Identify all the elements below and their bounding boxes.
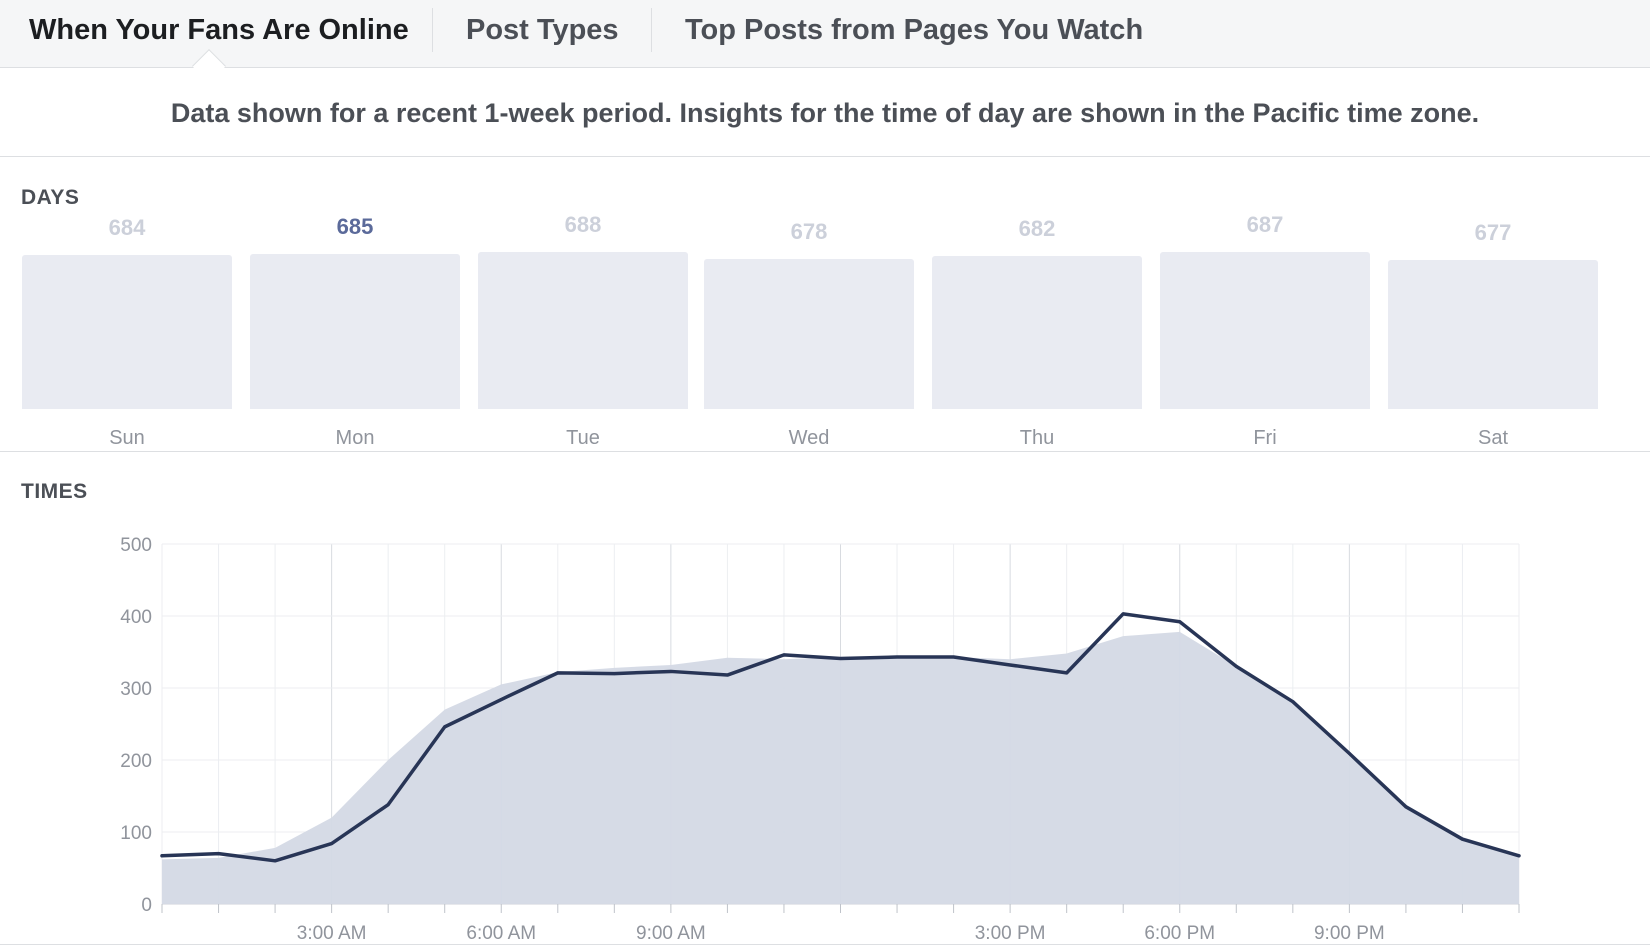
x-tick-label: 6:00 AM [466, 923, 536, 944]
line-point [499, 698, 503, 702]
day-name-label: Sat [1477, 427, 1509, 449]
line-point [1178, 620, 1182, 624]
day-value-label: 685 [336, 213, 374, 239]
line-point [1291, 700, 1295, 704]
section-divider [0, 451, 1650, 452]
line-point [273, 859, 277, 863]
day-column-tue[interactable]: 688 Tue [478, 210, 688, 450]
line-point [217, 852, 221, 856]
x-tick-label: 3:00 AM [297, 923, 367, 944]
times-line-chart: 0 100 200 300 400 500 3:00 AM 6:00 AM 9:00 AM 3:0… [120, 535, 1521, 944]
day-value-label: 688 [564, 211, 602, 237]
day-value-label: 682 [1018, 216, 1056, 241]
line-point [725, 673, 729, 677]
times-section-title: TIMES [21, 480, 88, 503]
line-point [612, 672, 616, 676]
x-tick-label: 9:00 PM [1314, 923, 1385, 944]
tab-when-fans-online[interactable]: When Your Fans Are Online [29, 14, 409, 46]
x-tick-label: 6:00 PM [1144, 923, 1215, 944]
day-column-sun[interactable]: 684 Sun [22, 210, 232, 450]
area-series [162, 631, 1519, 904]
day-column-wed[interactable]: 678 Wed [704, 210, 914, 450]
day-bar [932, 256, 1142, 409]
line-point [1234, 664, 1238, 668]
day-name-label: Fri [1253, 427, 1277, 449]
day-column-fri[interactable]: 687 Fri [1160, 210, 1370, 450]
y-tick-label: 0 [141, 895, 152, 916]
y-tick-label: 100 [120, 823, 152, 844]
line-point [1404, 805, 1408, 809]
x-tick-label: 3:00 PM [975, 923, 1046, 944]
line-point [1460, 837, 1464, 841]
day-bar [1160, 252, 1370, 409]
line-point [1121, 612, 1125, 616]
day-column-sat[interactable]: 677 Sat [1388, 210, 1598, 450]
day-name-label: Tue [566, 427, 600, 449]
line-point [443, 725, 447, 729]
line-point [1347, 752, 1351, 756]
line-point [839, 656, 842, 660]
y-tick-label: 200 [120, 751, 152, 772]
day-bar [478, 251, 688, 409]
day-name-label: Sun [109, 427, 145, 449]
line-point [1008, 663, 1012, 667]
day-bar [22, 254, 232, 409]
tab-separator [651, 8, 652, 52]
day-value-label: 684 [108, 214, 146, 240]
y-tick-label: 300 [120, 679, 152, 700]
tab-top-posts[interactable]: Top Posts from Pages You Watch [685, 14, 1144, 46]
line-point [895, 655, 899, 659]
line-point [1065, 671, 1069, 675]
day-value-label: 678 [790, 219, 828, 244]
day-value-label: 677 [1474, 219, 1512, 245]
data-period-notice: Data shown for a recent 1-week period. I… [0, 69, 1650, 157]
day-bar [1388, 259, 1598, 409]
y-tick-label: 500 [120, 535, 152, 556]
y-tick-label: 400 [120, 607, 152, 628]
day-name-label: Thu [1019, 427, 1055, 449]
day-bar [250, 253, 460, 409]
line-point [669, 669, 673, 673]
day-column-thu[interactable]: 682 Thu [932, 210, 1142, 450]
days-section-title: DAYS [21, 186, 80, 209]
line-point [160, 854, 164, 858]
line-point [952, 655, 956, 659]
line-point [330, 842, 334, 846]
tab-bar: When Your Fans Are Online Post Types Top… [0, 0, 1650, 83]
x-tick-label: 9:00 AM [636, 923, 706, 944]
line-point [782, 653, 786, 657]
day-value-label: 687 [1246, 212, 1284, 238]
tab-separator [432, 8, 433, 52]
line-point [386, 803, 390, 807]
day-name-label: Wed [788, 427, 830, 449]
bottom-divider [0, 944, 1650, 945]
line-point [556, 671, 560, 675]
day-column-mon[interactable]: 685 Mon [250, 210, 460, 450]
tab-post-types[interactable]: Post Types [466, 14, 619, 46]
day-bar [704, 259, 914, 409]
line-point [1517, 854, 1521, 858]
day-name-label: Mon [335, 427, 375, 449]
